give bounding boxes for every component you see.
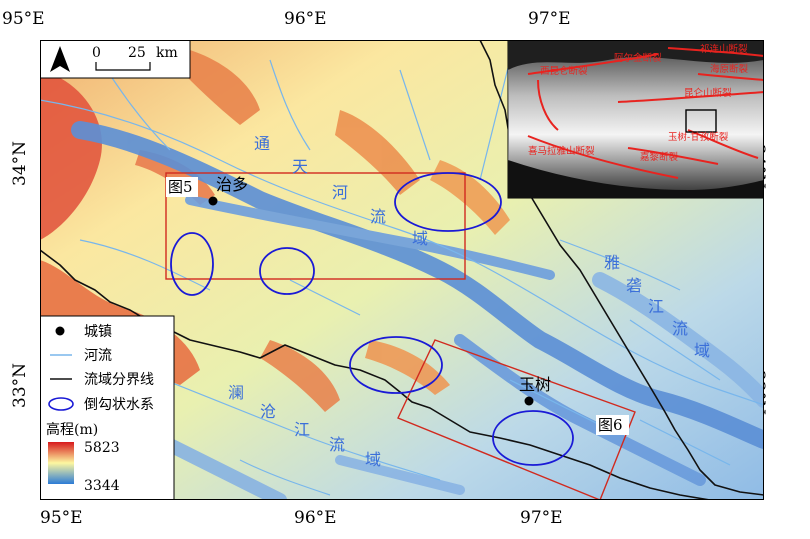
scalebar-zero: 0 bbox=[92, 45, 101, 61]
fault-label: 喜马拉雅山断裂 bbox=[528, 145, 595, 157]
legend: 城镇 河流 流域分界线 倒勾状水系 高程(m) 5823 3344 bbox=[40, 315, 175, 500]
basin-label-tongtian: 通 天 河 流 域 bbox=[254, 134, 428, 248]
fault-label: 西昆仑断裂 bbox=[540, 65, 588, 77]
ellipse-1 bbox=[170, 232, 214, 296]
basin-label-lancang: 澜 沧 江 流 域 bbox=[228, 383, 381, 469]
basin-char: 砻 bbox=[626, 276, 642, 295]
town-dot-yushu bbox=[524, 396, 534, 406]
elevation-ramp bbox=[48, 442, 74, 484]
top-lon-label-97: 97°E bbox=[528, 9, 571, 29]
elevation-min: 3344 bbox=[84, 478, 120, 494]
inset-fault-lines bbox=[527, 47, 764, 179]
ellipse-2 bbox=[259, 247, 315, 295]
hooked-drainage-ellipse-icon bbox=[48, 397, 74, 411]
bottom-lon-label-95: 95°E bbox=[40, 508, 83, 528]
fault-label: 昆仑山断裂 bbox=[684, 87, 732, 99]
scalebar-unit: km bbox=[156, 45, 178, 61]
north-arrow-icon bbox=[50, 46, 70, 72]
fault-label: 阿尔金断裂 bbox=[614, 52, 662, 64]
hooked-drainage-ellipses bbox=[170, 172, 574, 466]
elevation-title: 高程(m) bbox=[46, 421, 98, 438]
inset-map: 阿尔金断裂 祁连山断裂 海原断裂 西昆仑断裂 昆仑山断裂 玉树-甘孜断裂 嘉黎断… bbox=[507, 40, 764, 199]
basin-char: 澜 bbox=[228, 383, 244, 402]
inset-study-area-box bbox=[685, 109, 717, 133]
scalebar-distance: 25 bbox=[128, 45, 146, 61]
basin-char: 江 bbox=[648, 297, 664, 316]
fig5-label-bg bbox=[166, 177, 198, 197]
top-lon-label-95: 95°E bbox=[2, 9, 45, 29]
basin-char: 雅 bbox=[604, 253, 620, 272]
ellipse-4 bbox=[349, 336, 443, 394]
legend-label-hooked: 倒勾状水系 bbox=[84, 397, 154, 413]
town-dot-zhiduo bbox=[208, 196, 218, 206]
legend-label-river: 河流 bbox=[84, 348, 112, 364]
basin-char: 域 bbox=[412, 229, 428, 248]
fig6-label-bg bbox=[596, 415, 629, 435]
fault-label: 祁连山断裂 bbox=[700, 43, 748, 55]
ellipse-3 bbox=[394, 172, 502, 232]
legend-label-town: 城镇 bbox=[84, 324, 112, 340]
north-arrow-scalebar: 0 25 km bbox=[40, 40, 191, 79]
basin-char: 河 bbox=[332, 183, 348, 202]
basin-char: 流 bbox=[329, 435, 345, 454]
left-lat-label-34: 34°N bbox=[10, 140, 30, 186]
basin-char: 江 bbox=[294, 420, 310, 439]
town-label-yushu: 玉树 bbox=[519, 375, 551, 394]
basin-label-yalong: 雅 砻 江 流 域 bbox=[604, 253, 710, 360]
bottom-lon-label-97: 97°E bbox=[520, 508, 563, 528]
map-border bbox=[40, 40, 764, 500]
basin-char: 域 bbox=[694, 341, 710, 360]
left-lat-label-33: 33°N bbox=[10, 362, 30, 408]
top-lon-label-96: 96°E bbox=[284, 9, 327, 29]
scalebar-line bbox=[95, 62, 151, 71]
ellipse-5 bbox=[492, 410, 574, 466]
basin-char: 流 bbox=[672, 319, 688, 338]
basin-char: 沧 bbox=[260, 402, 276, 421]
fault-label: 嘉黎断裂 bbox=[640, 151, 679, 163]
fault-label: 玉树-甘孜断裂 bbox=[668, 131, 729, 143]
bottom-lon-label-96: 96°E bbox=[294, 508, 337, 528]
basin-char: 通 bbox=[254, 134, 270, 153]
basin-char: 流 bbox=[370, 207, 386, 226]
fig6-label: 图6 bbox=[598, 416, 623, 434]
fig5-label: 图5 bbox=[168, 178, 193, 196]
fault-label: 海原断裂 bbox=[710, 63, 749, 75]
fig5-box bbox=[165, 172, 466, 280]
basin-char: 域 bbox=[365, 450, 381, 469]
town-label-zhiduo: 治多 bbox=[216, 175, 248, 194]
legend-label-boundary: 流域分界线 bbox=[84, 372, 154, 388]
map-panel: 治多 玉树 图5 图6 通 天 河 流 域 澜 沧 江 流 域 雅 砻 江 流 … bbox=[40, 40, 764, 500]
basin-char: 天 bbox=[292, 157, 308, 176]
rivers bbox=[40, 59, 764, 496]
elevation-max: 5823 bbox=[84, 440, 120, 456]
town-dot-icon bbox=[55, 326, 65, 336]
